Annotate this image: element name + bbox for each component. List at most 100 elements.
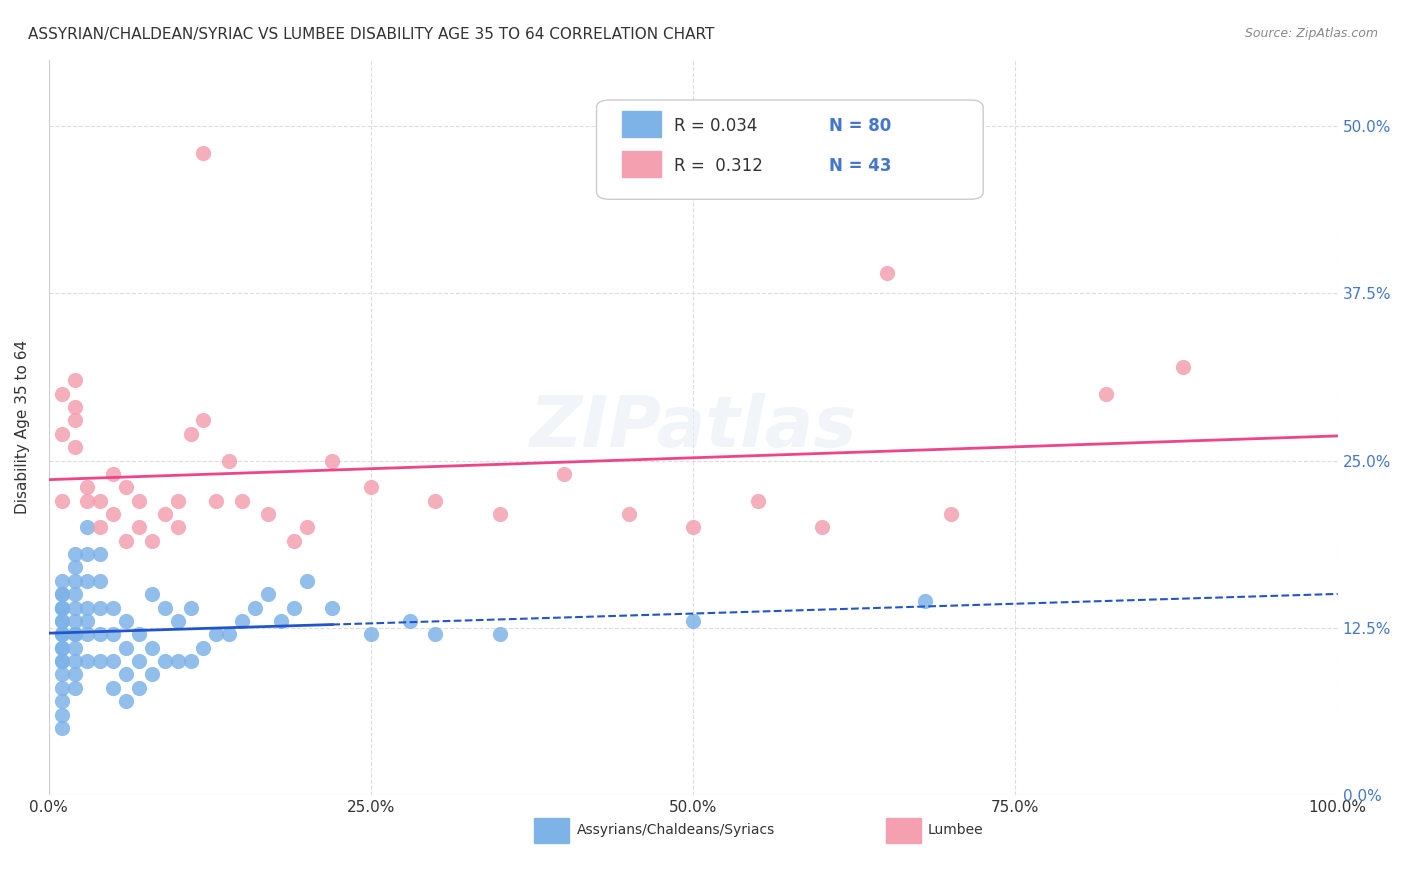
Point xyxy=(51,600,73,615)
Point xyxy=(63,373,86,387)
Text: R =  0.312: R = 0.312 xyxy=(673,157,762,175)
Point xyxy=(243,600,266,615)
Point xyxy=(115,480,138,494)
Point xyxy=(51,627,73,641)
Point xyxy=(166,493,188,508)
Point xyxy=(180,654,202,668)
Point xyxy=(76,480,98,494)
Point xyxy=(218,627,240,641)
Bar xyxy=(623,112,661,136)
Point xyxy=(425,627,447,641)
Point xyxy=(51,386,73,401)
Point xyxy=(76,614,98,628)
Point xyxy=(76,547,98,561)
Point xyxy=(63,681,86,695)
Point xyxy=(876,267,898,281)
Point xyxy=(63,440,86,454)
Point xyxy=(180,600,202,615)
Point xyxy=(360,480,382,494)
Point xyxy=(63,640,86,655)
Point xyxy=(63,654,86,668)
Point xyxy=(914,594,936,608)
Point xyxy=(51,667,73,681)
Bar xyxy=(886,818,921,843)
Point xyxy=(231,614,253,628)
Point xyxy=(218,453,240,467)
Point xyxy=(295,574,318,588)
Text: Assyrians/Chaldeans/Syriacs: Assyrians/Chaldeans/Syriacs xyxy=(576,823,775,838)
Point xyxy=(51,493,73,508)
Point xyxy=(205,493,228,508)
Point xyxy=(76,627,98,641)
Point xyxy=(193,413,215,427)
Point xyxy=(63,614,86,628)
Point xyxy=(115,533,138,548)
Point xyxy=(153,654,176,668)
Point xyxy=(89,654,111,668)
Point xyxy=(76,520,98,534)
Point xyxy=(51,587,73,601)
Y-axis label: Disability Age 35 to 64: Disability Age 35 to 64 xyxy=(15,340,30,514)
Point xyxy=(153,600,176,615)
Point xyxy=(51,574,73,588)
Point xyxy=(103,600,125,615)
Point xyxy=(425,493,447,508)
Point xyxy=(141,640,163,655)
Point xyxy=(103,681,125,695)
Point xyxy=(89,520,111,534)
Point xyxy=(89,627,111,641)
Point xyxy=(321,600,343,615)
Point xyxy=(321,453,343,467)
Point xyxy=(103,507,125,521)
Point xyxy=(76,600,98,615)
Bar xyxy=(534,818,569,843)
FancyBboxPatch shape xyxy=(596,100,983,199)
Point xyxy=(489,627,512,641)
Point xyxy=(128,681,150,695)
Point xyxy=(51,600,73,615)
Point xyxy=(682,520,704,534)
Point xyxy=(63,400,86,414)
Point xyxy=(553,467,575,481)
Point xyxy=(939,507,962,521)
Point xyxy=(115,640,138,655)
Point xyxy=(89,574,111,588)
Point xyxy=(166,614,188,628)
Text: N = 80: N = 80 xyxy=(828,117,891,135)
Text: ZIPatlas: ZIPatlas xyxy=(530,392,856,462)
Point xyxy=(270,614,292,628)
Point xyxy=(103,467,125,481)
Point xyxy=(63,600,86,615)
Point xyxy=(115,614,138,628)
Point xyxy=(283,533,305,548)
Point xyxy=(76,574,98,588)
Point xyxy=(141,533,163,548)
Point xyxy=(63,574,86,588)
Point xyxy=(89,600,111,615)
Point xyxy=(51,707,73,722)
Point xyxy=(1171,359,1194,374)
Point xyxy=(489,507,512,521)
Point xyxy=(141,587,163,601)
Point xyxy=(180,426,202,441)
Point xyxy=(63,547,86,561)
Point xyxy=(51,694,73,708)
Point xyxy=(76,493,98,508)
Text: N = 43: N = 43 xyxy=(828,157,891,175)
Point xyxy=(89,493,111,508)
Point xyxy=(811,520,834,534)
Point xyxy=(205,627,228,641)
Point xyxy=(153,507,176,521)
Point xyxy=(128,520,150,534)
Point xyxy=(51,640,73,655)
Point xyxy=(283,600,305,615)
Point xyxy=(51,721,73,735)
Point xyxy=(51,627,73,641)
Point xyxy=(76,654,98,668)
Point xyxy=(193,146,215,161)
Text: R = 0.034: R = 0.034 xyxy=(673,117,758,135)
Point xyxy=(128,493,150,508)
Point xyxy=(617,507,640,521)
Point xyxy=(89,547,111,561)
Point xyxy=(231,493,253,508)
